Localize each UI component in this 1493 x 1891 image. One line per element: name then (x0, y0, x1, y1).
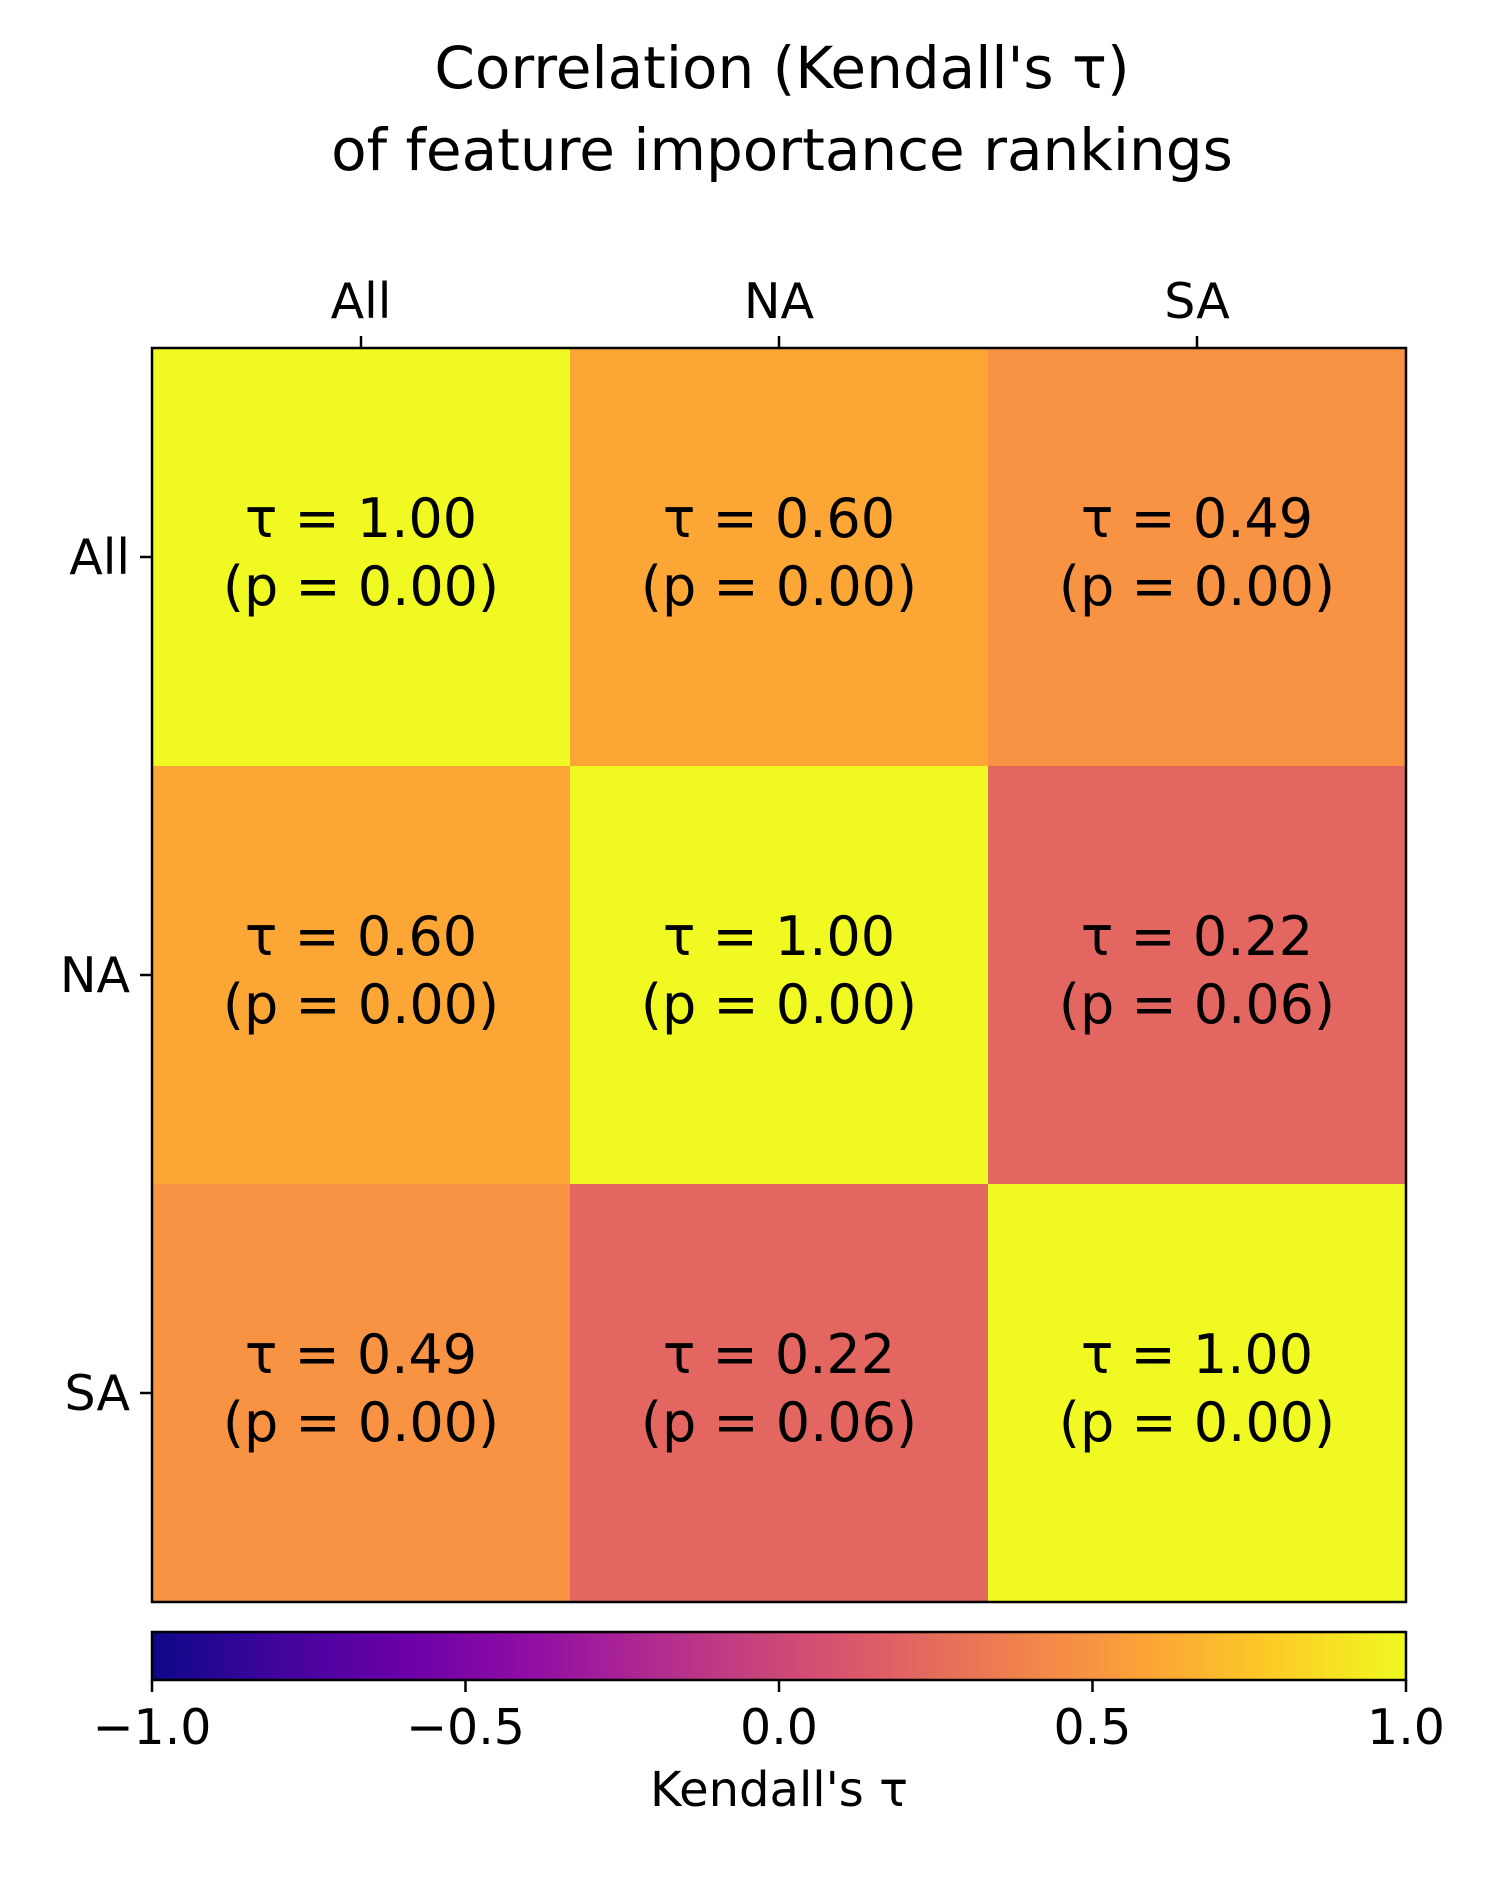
colorbar-tick-label: 0.5 (1054, 1699, 1132, 1756)
heatmap-cell-sa-all (152, 1184, 571, 1603)
heatmap-cell-na-all (152, 766, 571, 1185)
colorbar-tick-label: −0.5 (406, 1699, 525, 1756)
cell-p-label: (p = 0.00) (223, 973, 499, 1036)
cell-tau-label: τ = 1.00 (663, 905, 895, 968)
cell-p-label: (p = 0.00) (223, 1391, 499, 1454)
heatmap-cell-all-na (570, 348, 989, 767)
cell-tau-label: τ = 0.49 (245, 1323, 477, 1386)
colorbar-ticks: −1.0 −0.5 0.0 0.5 1.0 (93, 1680, 1445, 1756)
colorbar-tick-label: 0.0 (740, 1699, 818, 1756)
cell-tau-label: τ = 0.60 (663, 487, 895, 550)
cell-annotations: τ = 1.00(p = 0.00)τ = 0.60(p = 0.00)τ = … (223, 487, 1335, 1454)
cell-p-label: (p = 0.00) (223, 555, 499, 618)
cell-p-label: (p = 0.06) (641, 1391, 917, 1454)
heatmap-cell-sa-sa (988, 1184, 1407, 1603)
cell-tau-label: τ = 1.00 (1081, 1323, 1313, 1386)
colorbar (150, 1630, 1408, 1682)
cell-tau-label: τ = 0.22 (663, 1323, 895, 1386)
x-tick-label-sa: SA (1164, 273, 1230, 330)
heatmap-cell-sa-na (570, 1184, 989, 1603)
heatmap-axes: All NA SA All NA SA (60, 273, 1408, 1604)
heatmap-cell-na-sa (988, 766, 1407, 1185)
y-tick-label-na: NA (60, 947, 131, 1004)
chart-title-line-2: of feature importance rankings (331, 116, 1233, 184)
y-tick-label-all: All (69, 529, 130, 586)
heatmap-cells (152, 348, 1407, 1603)
cell-tau-label: τ = 0.22 (1081, 905, 1313, 968)
cell-p-label: (p = 0.00) (1059, 555, 1335, 618)
heatmap-cell-all-all (152, 348, 571, 767)
cell-tau-label: τ = 0.60 (245, 905, 477, 968)
colorbar-tick-label: 1.0 (1367, 1699, 1445, 1756)
cell-p-label: (p = 0.00) (641, 555, 917, 618)
chart-title-line-1: Correlation (Kendall's τ) (434, 34, 1129, 102)
cell-p-label: (p = 0.00) (641, 973, 917, 1036)
cell-tau-label: τ = 1.00 (245, 487, 477, 550)
heatmap-cell-na-na (570, 766, 989, 1185)
y-tick-label-sa: SA (64, 1365, 130, 1422)
x-tick-label-na: NA (744, 273, 815, 330)
cell-p-label: (p = 0.06) (1059, 973, 1335, 1036)
colorbar-tick-label: −1.0 (93, 1699, 212, 1756)
cell-p-label: (p = 0.00) (1059, 1391, 1335, 1454)
cell-tau-label: τ = 0.49 (1081, 487, 1313, 550)
heatmap-cell-all-sa (988, 348, 1407, 767)
colorbar-label: Kendall's τ (650, 1762, 908, 1818)
x-tick-label-all: All (331, 273, 392, 330)
